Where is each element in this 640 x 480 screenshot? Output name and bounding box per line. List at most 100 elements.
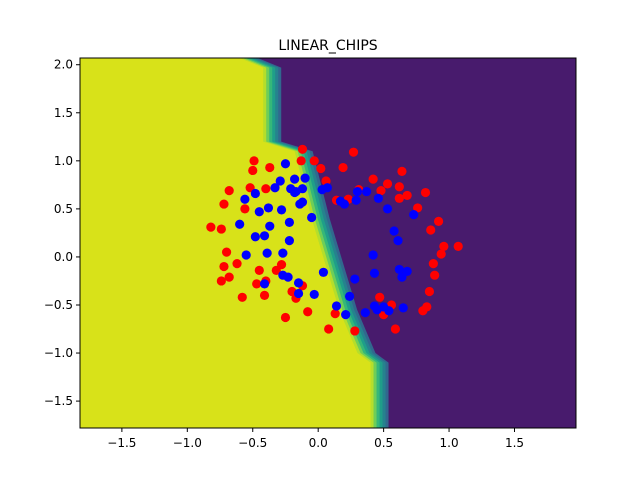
point-blue (240, 194, 250, 204)
point-red (348, 147, 359, 157)
point-blue (344, 291, 355, 301)
point-blue (250, 232, 260, 242)
point-blue (297, 184, 308, 194)
point-blue (293, 288, 304, 299)
point-red (219, 199, 229, 209)
point-red (240, 204, 250, 214)
x-axis: −1.5 −1.0 −0.5 0.0 0.5 1.0 1.5 (107, 428, 524, 450)
point-blue (402, 266, 412, 276)
point-blue (352, 186, 363, 197)
point-red (338, 162, 348, 173)
point-red (237, 292, 247, 302)
point-blue (369, 268, 380, 278)
point-blue (300, 173, 310, 183)
point-red (330, 309, 340, 319)
point-red (259, 290, 270, 300)
y-tick-label: −1.5 (44, 394, 73, 408)
y-tick-label: 2.0 (54, 58, 73, 72)
y-tick-label: −0.5 (44, 298, 73, 312)
point-blue (276, 205, 287, 215)
point-blue (284, 217, 294, 227)
point-blue (254, 207, 264, 217)
point-blue (278, 248, 288, 258)
point-red (368, 174, 378, 184)
point-blue (241, 250, 251, 260)
point-blue (331, 301, 342, 311)
point-blue (259, 279, 270, 289)
point-red (394, 193, 404, 203)
point-red (424, 286, 435, 297)
plot-area (79, 57, 577, 429)
point-blue (284, 235, 294, 246)
point-red (249, 156, 259, 166)
point-blue (339, 199, 349, 209)
point-blue (283, 272, 293, 282)
point-blue (262, 248, 272, 258)
x-tick-label: 0.5 (374, 436, 393, 450)
x-tick-label: 1.5 (505, 436, 524, 450)
point-blue (351, 195, 361, 205)
point-blue (263, 203, 274, 213)
point-red (376, 186, 386, 196)
point-blue (350, 274, 360, 284)
x-tick-label: 1.0 (440, 436, 459, 450)
point-red (232, 259, 242, 269)
y-tick-label: −1.0 (44, 346, 73, 360)
point-red (221, 247, 232, 257)
point-blue (409, 210, 419, 220)
point-red (316, 163, 326, 174)
point-red (224, 186, 234, 196)
point-red (433, 216, 444, 226)
point-blue (398, 303, 408, 313)
point-blue (394, 264, 404, 275)
point-red (276, 260, 287, 270)
point-blue (307, 212, 317, 223)
point-blue (384, 306, 394, 316)
point-red (428, 259, 438, 269)
scatter-points (206, 144, 463, 336)
point-blue (360, 308, 370, 318)
y-tick-label: 1.0 (54, 154, 73, 168)
point-blue (270, 183, 280, 193)
point-red (296, 156, 306, 166)
point-red (397, 166, 407, 177)
point-red (390, 324, 400, 334)
point-red (254, 265, 264, 275)
point-red (439, 241, 449, 251)
point-red (216, 224, 226, 234)
point-red (248, 165, 258, 176)
point-blue (293, 278, 304, 288)
x-tick-label: 0.0 (309, 436, 328, 450)
y-tick-label: 1.5 (54, 106, 73, 120)
point-red (252, 279, 262, 289)
point-red (206, 222, 216, 232)
x-tick-label: −1.5 (107, 436, 136, 450)
decision-regions (80, 58, 576, 428)
point-blue (362, 186, 372, 197)
x-tick-label: −1.0 (173, 436, 202, 450)
region-left (80, 58, 371, 428)
point-red (453, 241, 463, 251)
point-blue (250, 188, 260, 199)
point-blue (259, 231, 270, 241)
point-red (309, 156, 319, 166)
point-red (261, 184, 271, 194)
point-red (216, 276, 226, 286)
point-red (436, 249, 446, 259)
point-red (224, 272, 234, 282)
point-red (394, 182, 404, 192)
point-blue (382, 204, 393, 214)
point-red (303, 307, 313, 317)
point-blue (393, 235, 403, 246)
point-red (350, 326, 360, 336)
point-blue (309, 289, 319, 300)
point-red (413, 203, 423, 213)
point-red (402, 190, 412, 201)
point-blue (389, 226, 399, 236)
point-red (430, 270, 440, 280)
point-blue (275, 176, 285, 186)
point-red (382, 179, 393, 189)
point-blue (297, 197, 308, 207)
y-tick-label: 0.0 (54, 250, 73, 264)
point-red (422, 302, 432, 312)
